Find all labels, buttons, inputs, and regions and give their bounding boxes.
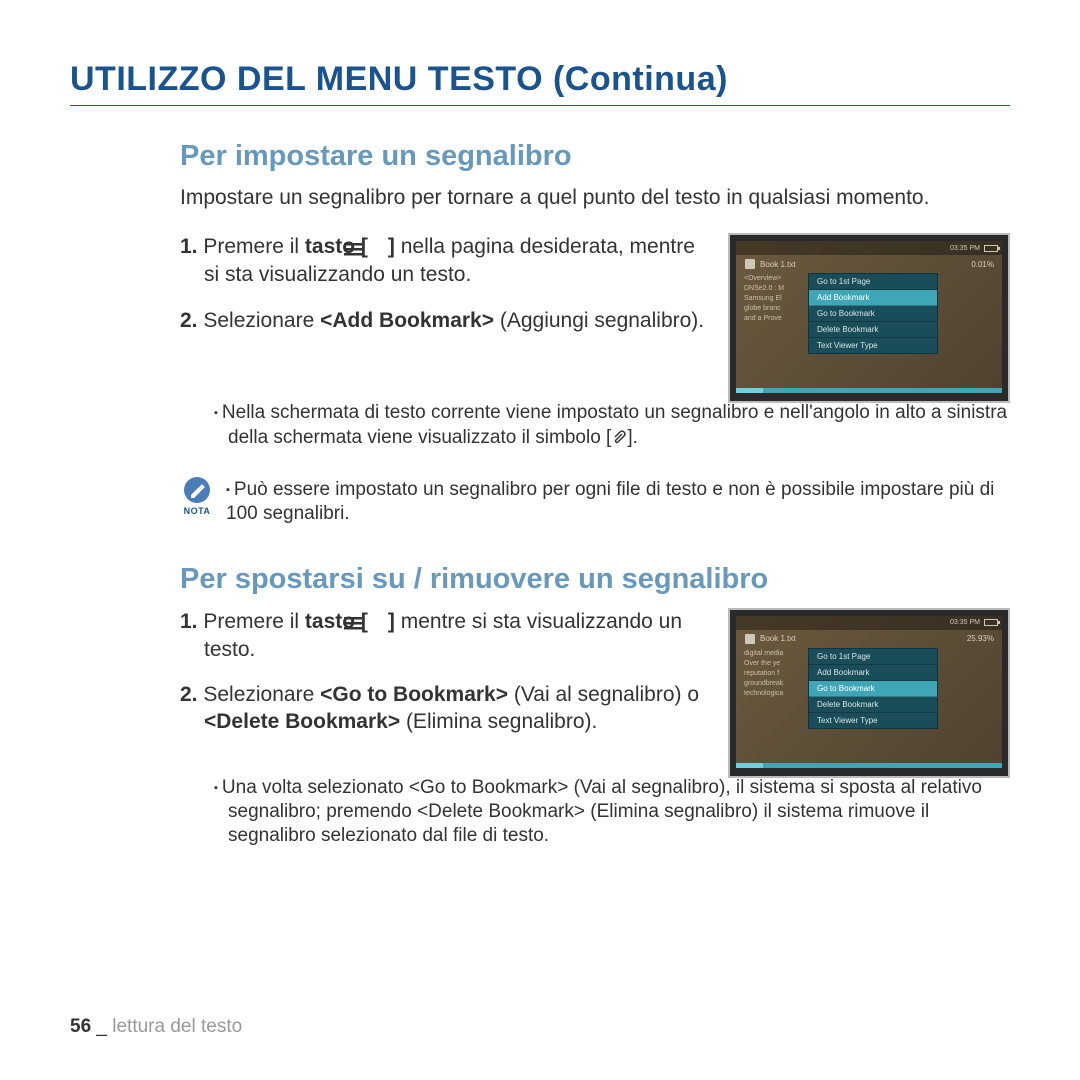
section1-steps: 1. Premere il tasto [] nella pagina desi… xyxy=(180,233,708,334)
section2-step1: 1. Premere il tasto [] mentre si sta vis… xyxy=(180,608,708,663)
content-area: Per impostare un segnalibro Impostare un… xyxy=(70,140,1010,848)
menu-icon xyxy=(368,234,388,261)
section2-steps: 1. Premere il tasto [] mentre si sta vis… xyxy=(180,608,708,736)
section1-step1: 1. Premere il tasto [] nella pagina desi… xyxy=(180,233,708,288)
page-footer: 56 _ lettura del testo xyxy=(70,1016,242,1038)
note-block: NOTA ▪Può essere impostato un segnalibro… xyxy=(180,476,1010,527)
device-screenshot-2: 03:35 PM Book 1.txt 25.93% digital media… xyxy=(728,608,1010,778)
note-icon: NOTA xyxy=(180,476,214,516)
page-title: UTILIZZO DEL MENU TESTO (Continua) xyxy=(70,60,1010,106)
menu-icon xyxy=(368,608,388,635)
note-text: ▪Può essere impostato un segnalibro per … xyxy=(226,476,1010,527)
section2-bullet: ▪Una volta selezionato <Go to Bookmark> … xyxy=(180,776,1010,849)
section1-heading: Per impostare un segnalibro xyxy=(180,140,1010,173)
device-screenshot-1: 03:35 PM Book 1.txt 0.01% <Overview>DNSe… xyxy=(728,233,1010,403)
section1-intro: Impostare un segnalibro per tornare a qu… xyxy=(180,185,1010,211)
section2-step2: 2. Selezionare <Go to Bookmark> (Vai al … xyxy=(180,681,708,736)
section2-heading: Per spostarsi su / rimuovere un segnalib… xyxy=(180,563,1010,596)
paperclip-icon xyxy=(611,427,627,448)
section2-row: 1. Premere il tasto [] mentre si sta vis… xyxy=(180,608,1010,778)
section1-row: 1. Premere il tasto [] nella pagina desi… xyxy=(180,233,1010,403)
section1-bullet: ▪Nella schermata di testo corrente viene… xyxy=(180,401,1010,450)
section1-step2: 2. Selezionare <Add Bookmark> (Aggiungi … xyxy=(180,307,708,334)
